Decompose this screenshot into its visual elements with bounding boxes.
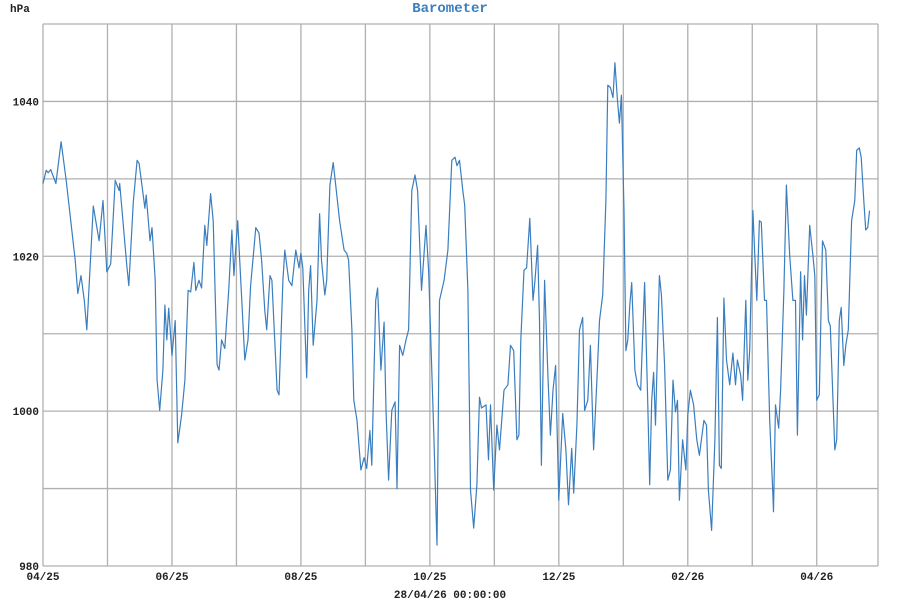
x-axis-label: 28/04/26 00:00:00 <box>394 590 506 600</box>
x-tick-label: 04/26 <box>800 572 833 584</box>
y-tick-label: 1000 <box>13 407 39 419</box>
grid <box>42 23 879 567</box>
x-tick-label: 10/25 <box>413 572 446 584</box>
y-tick-label: 1020 <box>13 252 39 264</box>
tick-labels: 04/25 06/25 08/25 10/25 12/25 02/26 04/26 980 10… <box>13 97 834 584</box>
chart-title: Barometer <box>412 1 488 17</box>
x-tick-label: 02/26 <box>671 572 704 584</box>
y-axis-label: hPa <box>10 4 30 16</box>
x-tick-label: 12/25 <box>542 572 575 584</box>
x-tick-label: 06/25 <box>155 572 188 584</box>
x-tick-label: 08/25 <box>284 572 317 584</box>
series <box>42 62 871 546</box>
y-tick-label: 980 <box>19 562 39 574</box>
series-line-barometer <box>42 62 871 546</box>
x-tick-label: 04/25 <box>26 572 59 584</box>
y-tick-label: 1040 <box>13 97 39 109</box>
